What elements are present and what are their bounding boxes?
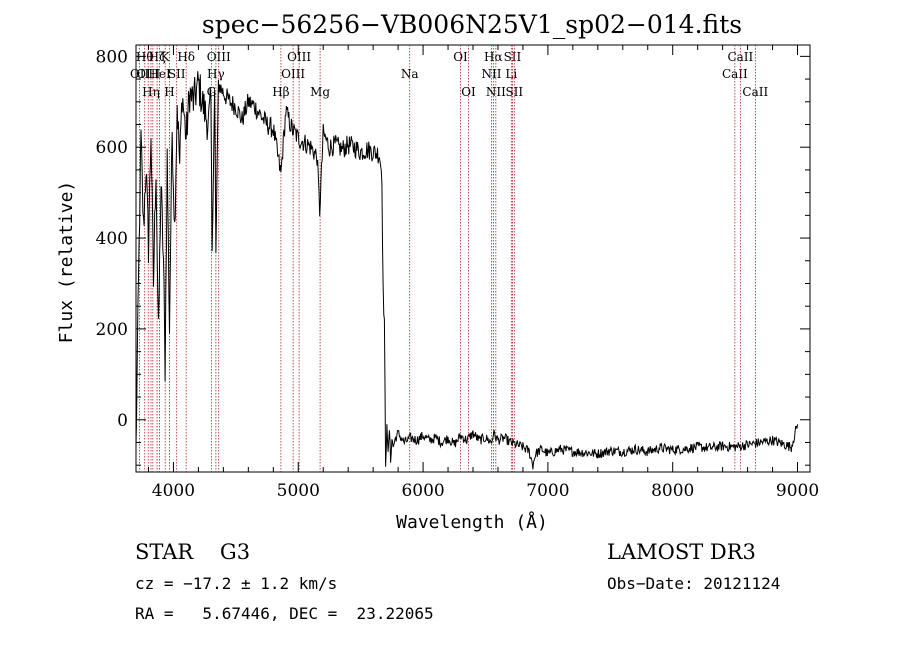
spectrum-series xyxy=(135,71,798,470)
line-marker-label: Hη xyxy=(142,85,160,99)
line-marker-label: Hγ xyxy=(207,67,225,81)
redshift-velocity: cz = −17.2 ± 1.2 km/s xyxy=(135,574,338,593)
chart-title: spec−56256−VB006N25V1_sp02−014.fits xyxy=(202,10,742,39)
survey-name: LAMOST DR3 xyxy=(607,540,756,564)
line-marker-label: OIII xyxy=(281,67,305,81)
y-tick-label: 600 xyxy=(96,138,128,158)
x-tick-label: 5000 xyxy=(277,481,320,501)
line-marker-label: Hζ xyxy=(149,50,166,64)
spectrum-line xyxy=(135,71,798,470)
x-tick-label: 7000 xyxy=(526,481,569,501)
line-marker-label: OIII xyxy=(207,50,231,64)
line-marker-label: Hβ xyxy=(272,85,289,99)
line-marker-label: Mg xyxy=(310,85,330,99)
line-marker-label: Li xyxy=(505,67,517,81)
y-tick-label: 800 xyxy=(96,47,128,67)
line-marker-label: Hα xyxy=(484,50,503,64)
object-class: STAR G3 xyxy=(135,540,251,564)
y-tick-label: 200 xyxy=(96,320,128,340)
plot-frame xyxy=(135,44,811,473)
line-marker-label: Na xyxy=(401,67,419,81)
line-marker-label: CaII xyxy=(722,67,748,81)
line-marker-label: K xyxy=(161,50,171,64)
line-marker-label: CaII xyxy=(727,50,753,64)
line-marker-label: NII xyxy=(481,67,501,81)
y-axis-label: Flux (relative) xyxy=(56,181,77,344)
x-axis-label: Wavelength (Å) xyxy=(396,511,548,533)
line-marker-label: Hθ xyxy=(136,50,154,64)
x-tick-label: 9000 xyxy=(776,481,819,501)
x-tick-label: 6000 xyxy=(401,481,444,501)
line-marker-label: SII xyxy=(505,85,523,99)
x-tick-label: 8000 xyxy=(651,481,694,501)
coordinates: RA = 5.67446, DEC = 23.22065 xyxy=(135,604,434,623)
x-tick-label: 4000 xyxy=(152,481,195,501)
line-marker-label: OIII xyxy=(136,67,160,81)
line-marker-label: OIII xyxy=(287,50,311,64)
line-marker-label: G xyxy=(207,85,217,99)
y-tick-label: 400 xyxy=(96,229,128,249)
line-marker-label: SII xyxy=(504,50,522,64)
line-marker-label: NII xyxy=(486,85,506,99)
axis-ticks: 4000 5000 6000 7000 8000 9000 0 200 400 600 800 xyxy=(96,45,819,501)
line-marker-label: Hδ xyxy=(177,50,195,64)
spectral-line-markers: OIIHθOIIIHηHζHeIKHSIIHδGHγOIIIHβOIIIOIII… xyxy=(130,45,768,472)
line-marker-label: SII xyxy=(168,67,186,81)
line-marker-label: OI xyxy=(461,85,476,99)
line-marker-label: H xyxy=(164,85,174,99)
y-tick-label: 0 xyxy=(117,411,128,431)
line-marker-label: CaII xyxy=(742,85,768,99)
observation-date: Obs−Date: 20121124 xyxy=(607,574,781,593)
line-marker-label: OI xyxy=(453,50,468,64)
